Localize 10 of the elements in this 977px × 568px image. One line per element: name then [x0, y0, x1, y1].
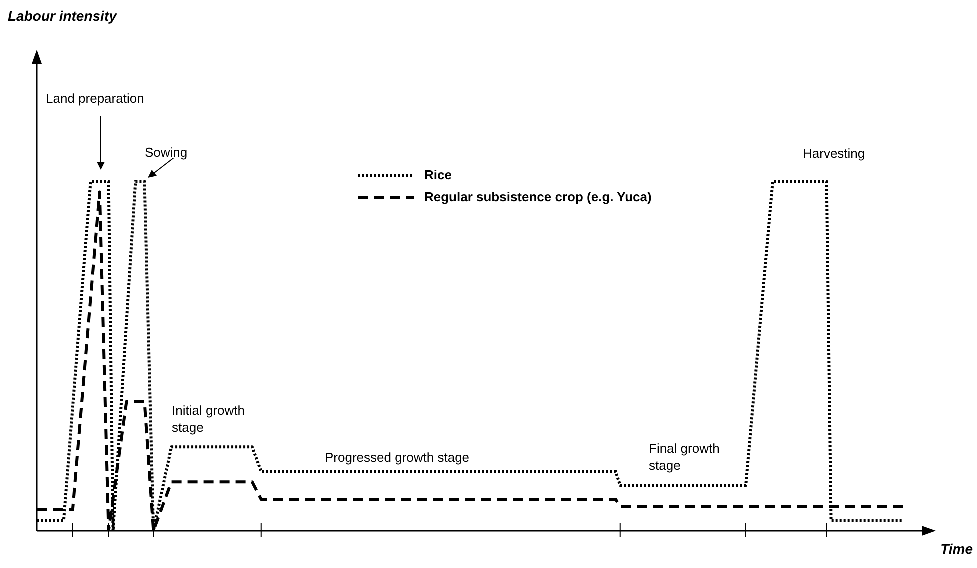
annotation: Initial growth stage	[172, 402, 246, 436]
text: Harvesting	[803, 145, 866, 162]
annotation: Final growth stage	[649, 440, 721, 474]
annotation: Progressed growth stage	[325, 449, 470, 466]
legend-label: Regular subsistence crop (e.g. Yuca)	[424, 190, 652, 205]
text: Labour intensity	[8, 8, 117, 25]
text: Sowing	[145, 144, 188, 161]
text: Land preparation	[46, 90, 144, 107]
legend-label: Rice	[424, 168, 452, 183]
x-axis-title: Time	[940, 541, 973, 557]
